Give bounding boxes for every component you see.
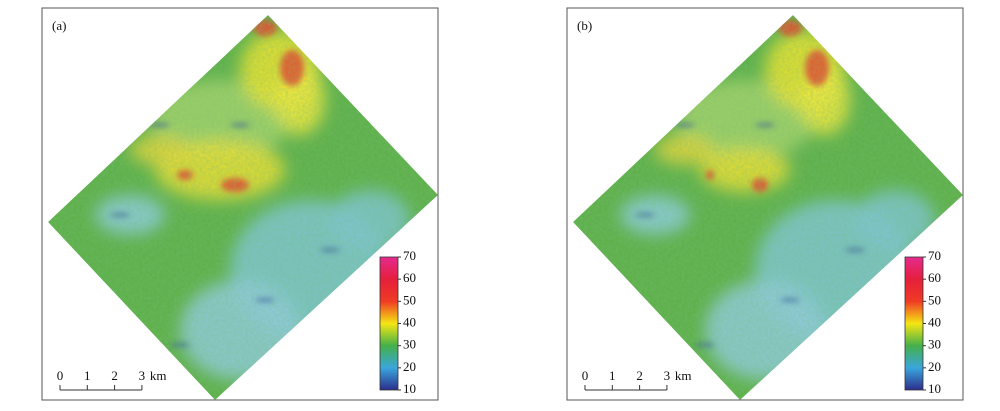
scalebar-unit: km xyxy=(150,368,167,383)
scalebar-tick-label: 1 xyxy=(609,368,616,383)
scalebar-tick-label: 1 xyxy=(84,368,91,383)
scalebar-tick-label: 0 xyxy=(582,368,589,383)
scalebar-unit: km xyxy=(675,368,692,383)
colorbar xyxy=(904,256,924,391)
colorbar-tick-label: 50 xyxy=(403,292,416,307)
colorbar-tick-label: 20 xyxy=(403,359,416,374)
colorbar-tick-label: 20 xyxy=(928,359,941,374)
panel: (b) 10 20 30 40 50 60 70 0 1 2 3 km xyxy=(566,7,964,401)
colorbar-tick-label: 10 xyxy=(928,381,941,396)
scalebar-tick-label: 3 xyxy=(664,368,671,383)
scalebar-tick-label: 3 xyxy=(139,368,146,383)
colorbar-tick-label: 40 xyxy=(928,314,941,329)
scalebar-tick-label: 0 xyxy=(57,368,64,383)
colorbar-tick-label: 60 xyxy=(928,270,941,285)
colorbar xyxy=(379,256,399,391)
colorbar-tick-label: 70 xyxy=(928,248,941,263)
panel-label: (b) xyxy=(577,18,592,33)
colorbar-tick-label: 70 xyxy=(403,248,416,263)
colorbar-tick-label: 60 xyxy=(403,270,416,285)
colorbar-tick-label: 30 xyxy=(928,337,941,352)
panel: (a) 10 20 30 40 50 60 70 0 1 2 3 km xyxy=(41,7,439,401)
colorbar-tick-label: 50 xyxy=(928,292,941,307)
colorbar-tick-label: 40 xyxy=(403,314,416,329)
panel-label: (a) xyxy=(52,18,66,33)
colorbar-tick-label: 10 xyxy=(403,381,416,396)
scalebar-tick-label: 2 xyxy=(111,368,118,383)
scalebar-tick-label: 2 xyxy=(636,368,643,383)
colorbar-tick-label: 30 xyxy=(403,337,416,352)
